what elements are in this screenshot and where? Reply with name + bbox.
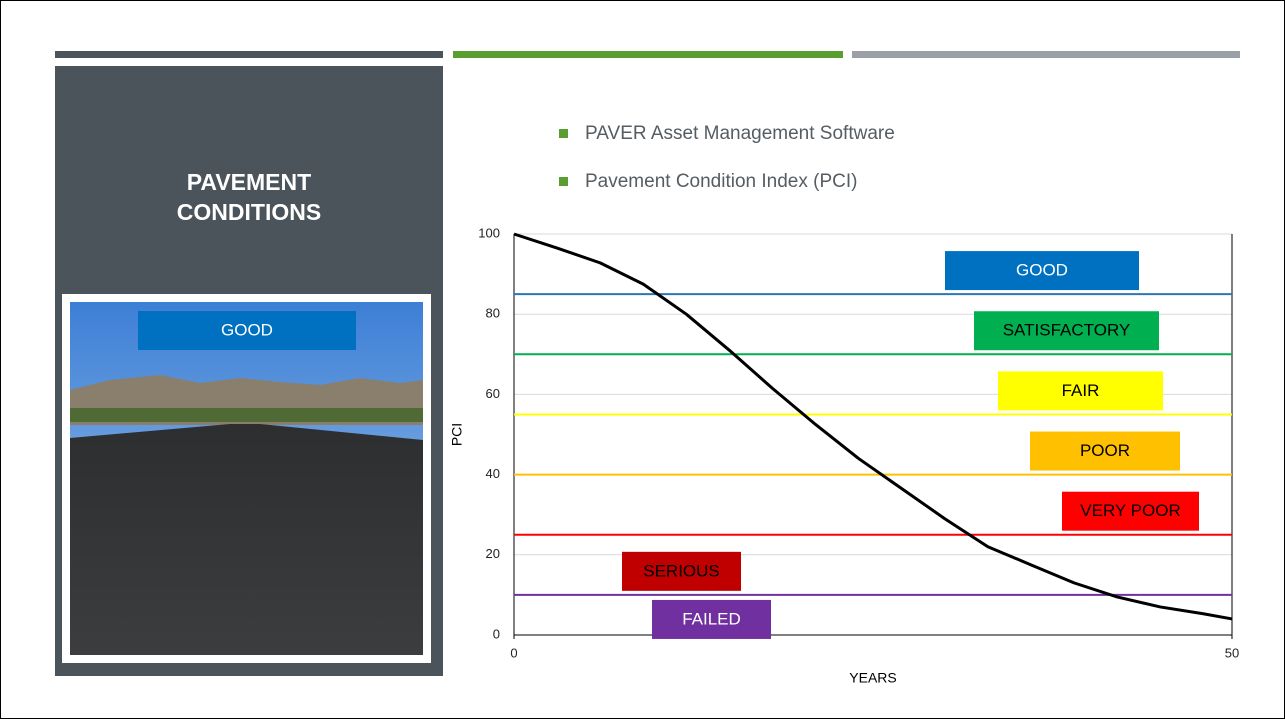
photo: GOOD bbox=[62, 294, 431, 663]
band-box bbox=[998, 371, 1163, 411]
photo-label: GOOD bbox=[221, 320, 273, 339]
y-tick-label: 80 bbox=[486, 306, 500, 321]
y-tick-label: 100 bbox=[478, 225, 500, 240]
band-box bbox=[945, 251, 1139, 291]
band-label: GOOD bbox=[1016, 261, 1068, 280]
x-tick-label: 0 bbox=[510, 645, 517, 660]
band-box bbox=[652, 599, 771, 639]
y-tick-label: 0 bbox=[493, 626, 500, 641]
band-label: SERIOUS bbox=[643, 561, 720, 580]
y-tick-label: 20 bbox=[486, 546, 500, 561]
bullet-marker bbox=[559, 177, 568, 186]
bullet-text: Pavement Condition Index (PCI) bbox=[585, 171, 857, 192]
band-box bbox=[1062, 491, 1199, 531]
top-bar bbox=[55, 51, 443, 58]
band-box bbox=[1030, 431, 1180, 471]
y-tick-label: 60 bbox=[486, 386, 500, 401]
y-axis-label: PCI bbox=[449, 423, 465, 446]
x-axis-label: YEARS bbox=[849, 670, 896, 686]
top-bar bbox=[453, 51, 843, 58]
bullet-marker bbox=[559, 129, 568, 138]
x-tick-label: 50 bbox=[1225, 645, 1239, 660]
y-tick-label: 40 bbox=[486, 466, 500, 481]
band-label: POOR bbox=[1080, 441, 1130, 460]
slide-title: CONDITIONS bbox=[177, 199, 321, 225]
bullet-text: PAVER Asset Management Software bbox=[585, 123, 895, 144]
top-bar bbox=[852, 51, 1240, 58]
band-label: VERY POOR bbox=[1080, 501, 1180, 520]
band-box bbox=[974, 311, 1159, 351]
band-box bbox=[622, 551, 741, 591]
slide-title: PAVEMENT bbox=[187, 169, 311, 195]
band-label: FAILED bbox=[682, 609, 741, 628]
curve bbox=[513, 232, 1233, 621]
band-label: SATISFACTORY bbox=[1003, 321, 1131, 340]
chart: 0 20 40 60 80 100 0 50 YEARS PCI GOOD SATISFACTORY F… bbox=[449, 225, 1240, 685]
band-label: FAIR bbox=[1062, 381, 1100, 400]
